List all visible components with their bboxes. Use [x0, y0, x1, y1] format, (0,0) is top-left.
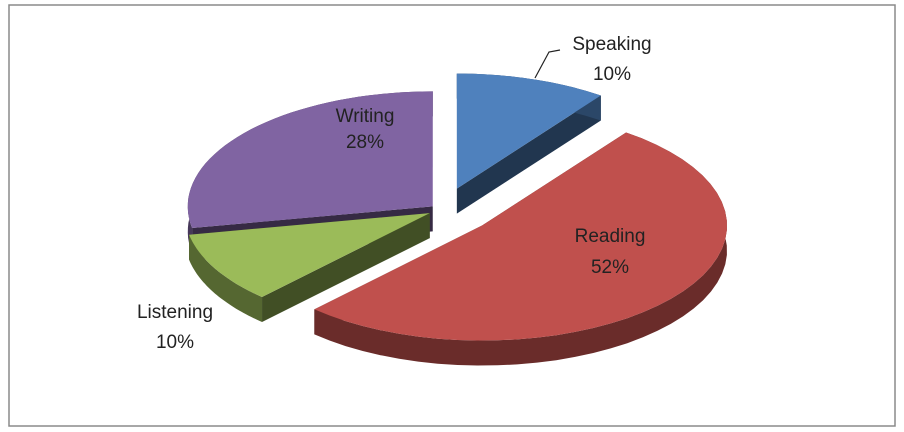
- slice-side: [314, 132, 727, 366]
- slice-label: Speaking: [572, 34, 651, 55]
- slice-value-label: 10%: [593, 64, 631, 85]
- leader-line: [534, 49, 561, 79]
- slice-value-label: 10%: [156, 332, 194, 353]
- slice-label: Reading: [575, 226, 646, 247]
- slice-label: Writing: [336, 106, 395, 127]
- slice: [187, 91, 433, 229]
- slice: [456, 73, 601, 189]
- slice: [314, 132, 727, 341]
- slice-wall: [456, 95, 601, 214]
- slice-value-label: 28%: [346, 132, 384, 153]
- slice-label: Listening: [137, 302, 213, 323]
- slice-side: [189, 234, 262, 322]
- slice: [189, 213, 430, 297]
- slice-value-label: 52%: [591, 257, 629, 278]
